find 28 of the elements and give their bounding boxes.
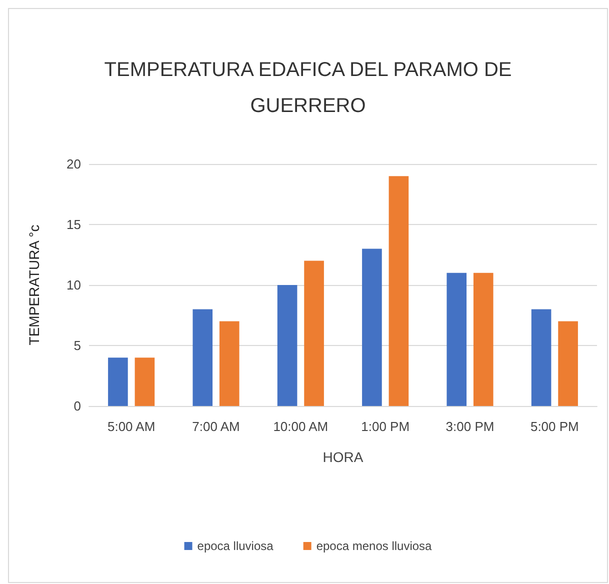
bar bbox=[473, 272, 494, 406]
bar bbox=[362, 248, 382, 406]
x-tick-label: 5:00 PM bbox=[530, 419, 579, 434]
y-tick-label: 5 bbox=[74, 338, 81, 353]
bar bbox=[219, 321, 240, 406]
bar bbox=[531, 309, 552, 406]
y-tick-label: 15 bbox=[66, 217, 81, 232]
x-axis-title: HORA bbox=[322, 449, 364, 465]
x-tick-label: 7:00 AM bbox=[192, 419, 240, 434]
legend-label: epoca lluviosa bbox=[197, 539, 274, 553]
bar bbox=[134, 358, 155, 406]
bar bbox=[192, 309, 213, 406]
bar bbox=[446, 272, 467, 406]
chart-title: TEMPERATURA EDAFICA DEL PARAMO DE GUERRERO bbox=[104, 59, 512, 117]
bar bbox=[388, 176, 409, 406]
y-tick-label: 20 bbox=[66, 156, 81, 172]
x-tick-label: 10:00 AM bbox=[273, 419, 328, 434]
x-tick-label: 1:00 PM bbox=[361, 419, 410, 434]
y-tick-label: 0 bbox=[74, 398, 81, 414]
x-tick-label: 5:00 AM bbox=[107, 419, 156, 434]
y-tick-label: 10 bbox=[66, 278, 81, 292]
bar bbox=[277, 285, 298, 406]
bar bbox=[558, 321, 578, 406]
bar bbox=[304, 260, 324, 406]
bar bbox=[108, 358, 128, 406]
legend-label: epoca menos lluviosa bbox=[316, 539, 432, 553]
x-tick-label: 3:00 PM bbox=[446, 419, 494, 434]
y-axis-title: TEMPERATURA °c bbox=[26, 224, 42, 346]
